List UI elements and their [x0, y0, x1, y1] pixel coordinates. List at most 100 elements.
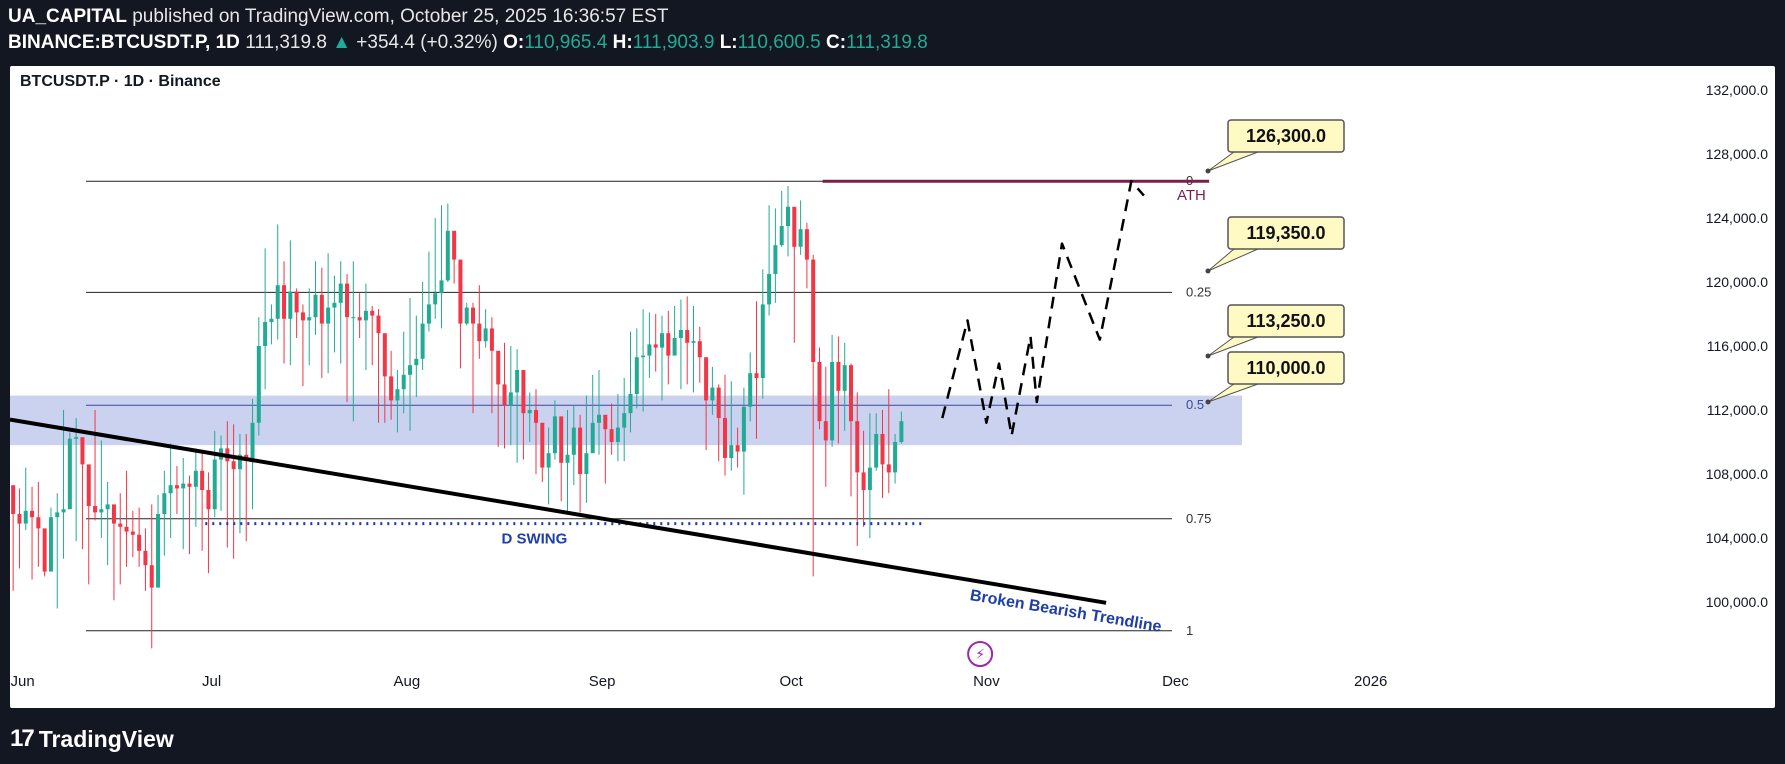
candle-body: [370, 310, 375, 316]
candle-body: [685, 330, 690, 343]
candle-body: [590, 422, 595, 454]
candle-body: [767, 274, 772, 305]
publish-info: UA_CAPITAL published on TradingView.com,…: [8, 6, 668, 28]
symbol-line: BINANCE:BTCUSDT.P, 1D: [8, 32, 240, 53]
candle-body: [212, 459, 217, 510]
candle-body: [345, 283, 350, 318]
candle-body: [23, 510, 28, 524]
candle-body: [168, 485, 173, 494]
candle-body: [326, 307, 331, 324]
candle-body: [779, 226, 784, 246]
callout-anchor-dot: [1205, 168, 1211, 174]
candle-body: [288, 291, 293, 319]
candle-body: [174, 485, 179, 489]
price-callout-text: 110,000.0: [1246, 358, 1325, 378]
candle-body: [622, 413, 627, 428]
candle-body: [609, 429, 614, 442]
candle-body: [798, 229, 803, 247]
callout-pointer: [1207, 151, 1259, 172]
candle-body: [237, 454, 242, 470]
y-axis-tick-label: 132,000.0: [1706, 82, 1768, 98]
y-axis-tick-label: 116,000.0: [1707, 338, 1768, 354]
candle-body: [445, 230, 450, 281]
open-label: O:: [503, 32, 525, 53]
candle-body: [678, 330, 683, 338]
candle-body: [105, 504, 110, 510]
candle-body: [660, 333, 665, 348]
chart-title: BTCUSDT.P · 1D · Binance: [20, 73, 221, 90]
candle-body: [546, 453, 551, 468]
low-label: L:: [719, 32, 738, 53]
candle-body: [792, 206, 797, 247]
candle-body: [401, 374, 406, 390]
candle-body: [118, 523, 123, 527]
x-axis-tick-label: Nov: [973, 673, 1000, 690]
candle-body: [666, 333, 671, 356]
tradingview-logo-icon: 17: [10, 725, 35, 752]
fib-level-label: 0.75: [1186, 511, 1211, 526]
fib-level-label: 0.5: [1186, 397, 1204, 412]
candle-body: [735, 445, 740, 452]
price-callout-text: 113,250.0: [1246, 311, 1325, 331]
price-callout-text: 119,350.0: [1246, 223, 1325, 243]
publisher-name[interactable]: UA_CAPITAL: [8, 6, 127, 27]
candle-body: [760, 304, 765, 378]
candle-body: [193, 470, 198, 487]
candle-body: [565, 454, 570, 463]
candle-body: [723, 418, 727, 458]
candle-body: [584, 453, 589, 474]
candle-body: [332, 302, 337, 308]
candle-body: [496, 350, 501, 385]
candle-body: [67, 438, 72, 510]
candle-body: [300, 312, 305, 321]
y-axis-tick-label: 108,000.0: [1706, 466, 1768, 482]
candle-body: [691, 341, 696, 343]
candle-body: [124, 526, 129, 532]
candle-body: [578, 427, 583, 474]
candle-body: [36, 517, 41, 529]
candle-body: [785, 206, 790, 226]
candle-body: [452, 230, 457, 260]
y-axis-tick-label: 120,000.0: [1706, 274, 1768, 290]
close-value: 111,319.8: [846, 32, 928, 53]
price-callout-box: [1227, 351, 1345, 385]
price-callout-text: 126,300.0: [1246, 126, 1326, 146]
candle-body: [515, 370, 520, 393]
y-axis-tick-label: 100,000.0: [1706, 594, 1768, 610]
candle-body: [823, 421, 828, 441]
candle-body: [464, 307, 469, 324]
candle-body: [307, 317, 312, 321]
candle-body: [471, 307, 476, 324]
candle-body: [729, 445, 734, 458]
y-axis-tick-label: 124,000.0: [1706, 210, 1768, 226]
candle-body: [653, 344, 658, 348]
candle-body: [811, 259, 816, 362]
y-axis-tick-label: 128,000.0: [1706, 146, 1768, 162]
candle-body: [149, 565, 154, 588]
candle-body: [206, 490, 211, 510]
tradingview-footer[interactable]: 17 TradingView: [10, 722, 174, 756]
candle-body: [880, 434, 885, 465]
candle-body: [30, 510, 35, 518]
high-value: 111,903.9: [632, 32, 715, 53]
callout-anchor-dot: [1205, 399, 1211, 405]
price-callout-box: [1227, 216, 1345, 250]
candle-body: [628, 394, 633, 414]
candle-body: [458, 259, 463, 324]
candle-body: [836, 362, 841, 391]
candle-body: [817, 362, 822, 422]
candle-body: [319, 294, 324, 324]
x-axis-tick-label: Oct: [779, 673, 803, 690]
candle-body: [93, 506, 98, 513]
last-price: 111,319.8: [245, 32, 327, 53]
candle-body: [521, 370, 526, 414]
projection-path: [941, 179, 1145, 437]
candle-body: [55, 512, 60, 518]
candle-body: [313, 294, 318, 318]
candle-body: [540, 422, 545, 468]
candle-body: [80, 437, 85, 465]
candle-body: [861, 472, 866, 490]
candle-body: [294, 291, 299, 313]
